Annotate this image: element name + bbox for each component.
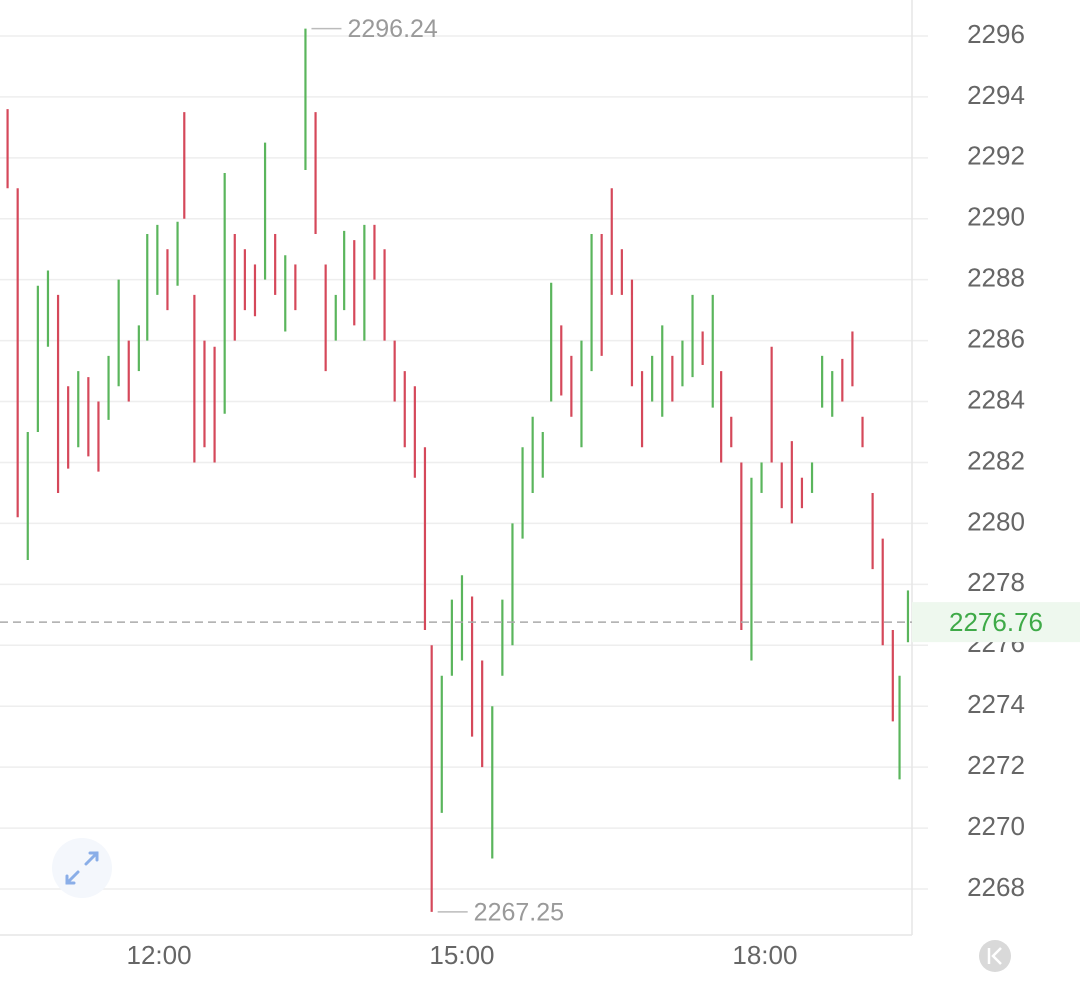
y-tick-label: 2284 [967,384,1025,414]
y-tick-label: 2278 [967,567,1025,597]
y-tick-label: 2286 [967,323,1025,353]
y-tick-label: 2270 [967,811,1025,841]
y-tick-label: 2294 [967,80,1025,110]
y-tick-label: 2268 [967,872,1025,902]
y-tick-label: 2274 [967,689,1025,719]
max-label: 2296.24 [347,15,437,43]
y-tick-label: 2280 [967,506,1025,536]
labels: 2268227022722274227622782280228222842286… [0,15,1080,970]
reset-icon[interactable] [987,947,1002,965]
y-tick-label: 2272 [967,750,1025,780]
reset-button[interactable] [979,940,1011,972]
y-tick-label: 2282 [967,445,1025,475]
min-label: 2267.25 [474,898,564,926]
x-tick-label: 18:00 [732,940,797,970]
expand-icon[interactable] [65,851,99,885]
bars [6,28,910,912]
expand-button[interactable] [52,838,112,898]
y-tick-label: 2288 [967,263,1025,293]
grid [0,35,928,890]
y-tick-label: 2290 [967,202,1025,232]
y-tick-label: 2292 [967,141,1025,171]
reset-button-bg[interactable] [979,940,1011,972]
last-price-box [912,602,1080,643]
last-price-label: 2276.76 [949,607,1043,637]
x-tick-label: 15:00 [429,940,494,970]
x-tick-label: 12:00 [127,940,192,970]
expand-button-bg[interactable] [52,838,112,898]
y-tick-label: 2296 [967,19,1025,49]
